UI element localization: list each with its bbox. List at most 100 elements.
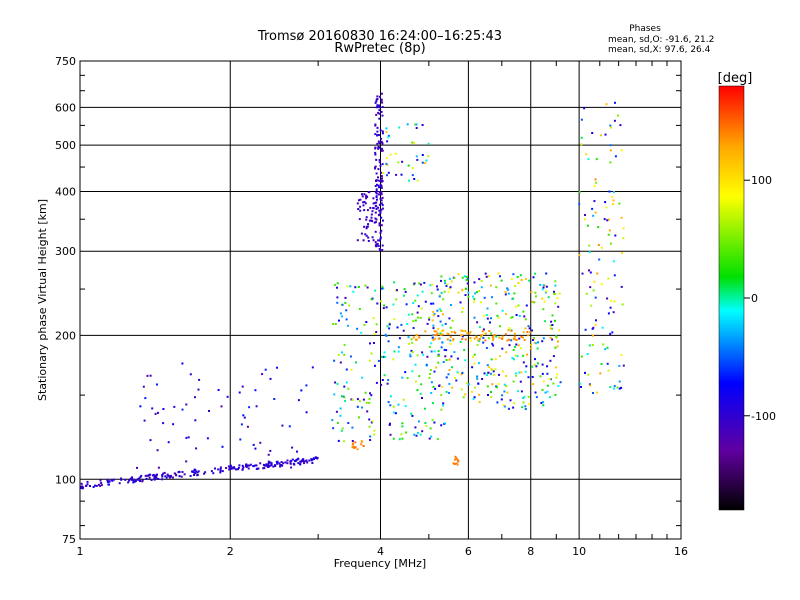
data-point xyxy=(432,302,435,305)
data-point xyxy=(402,294,405,297)
data-point xyxy=(621,252,623,254)
data-point xyxy=(430,292,433,295)
data-point xyxy=(375,113,378,116)
data-point xyxy=(387,379,390,381)
data-point xyxy=(349,285,352,288)
data-point xyxy=(379,231,382,234)
data-point xyxy=(395,173,398,176)
data-point xyxy=(239,438,242,441)
data-point xyxy=(453,277,456,279)
data-point xyxy=(291,446,294,449)
data-point xyxy=(415,123,418,126)
data-point xyxy=(362,445,365,447)
data-point xyxy=(290,466,293,469)
data-point xyxy=(337,439,340,442)
data-point xyxy=(365,218,368,221)
data-point xyxy=(410,412,413,415)
data-point xyxy=(374,101,377,104)
data-point xyxy=(492,344,495,347)
data-point xyxy=(358,416,360,419)
data-point xyxy=(375,192,378,195)
data-point xyxy=(620,354,623,356)
data-point xyxy=(468,332,471,335)
data-point xyxy=(267,465,270,467)
data-point xyxy=(393,318,396,321)
data-point xyxy=(415,127,418,129)
data-point xyxy=(594,323,597,326)
data-point xyxy=(444,422,447,425)
data-point xyxy=(382,172,385,175)
data-point xyxy=(276,366,278,369)
data-point xyxy=(478,337,481,340)
data-point xyxy=(463,348,466,351)
data-point xyxy=(614,155,617,158)
data-point xyxy=(513,335,516,338)
data-point xyxy=(424,330,427,333)
data-point xyxy=(508,344,511,347)
data-point xyxy=(264,464,267,467)
data-point xyxy=(493,374,496,376)
data-point xyxy=(494,368,497,371)
data-point xyxy=(339,414,342,417)
data-point xyxy=(606,297,609,300)
data-point xyxy=(490,358,493,361)
data-point xyxy=(385,306,388,309)
data-point xyxy=(483,296,486,299)
data-point xyxy=(406,123,409,126)
data-point xyxy=(381,106,384,108)
data-point xyxy=(355,361,357,364)
data-point xyxy=(464,275,466,278)
data-point xyxy=(498,373,500,376)
data-point xyxy=(474,386,476,389)
data-point xyxy=(415,338,418,341)
data-point xyxy=(99,479,102,482)
data-point xyxy=(336,282,339,285)
data-point xyxy=(488,366,490,369)
data-point xyxy=(489,284,492,287)
data-point xyxy=(381,204,384,207)
data-point xyxy=(375,323,378,326)
data-point xyxy=(383,374,386,377)
data-point xyxy=(493,334,496,336)
data-point xyxy=(437,328,440,330)
data-point xyxy=(512,380,515,383)
data-point xyxy=(142,385,145,388)
data-point xyxy=(521,336,524,339)
data-point xyxy=(356,405,359,408)
data-point xyxy=(413,433,416,436)
axis-ticks xyxy=(80,61,681,539)
data-point xyxy=(389,404,392,407)
data-point xyxy=(555,336,558,339)
data-point xyxy=(380,193,383,196)
data-point xyxy=(430,350,433,353)
data-point xyxy=(482,341,485,344)
data-point xyxy=(360,331,363,334)
data-point xyxy=(185,436,188,439)
data-point xyxy=(387,134,390,137)
data-point xyxy=(335,410,338,413)
data-point xyxy=(363,193,366,196)
grid-lines xyxy=(80,61,681,539)
data-point xyxy=(380,92,383,95)
data-point xyxy=(381,177,383,180)
data-point xyxy=(192,470,195,473)
data-point xyxy=(255,467,258,470)
data-point xyxy=(545,290,548,293)
data-point xyxy=(148,473,151,476)
data-point xyxy=(472,355,475,358)
data-point xyxy=(358,400,361,403)
data-point xyxy=(500,398,503,401)
data-point xyxy=(514,372,517,375)
data-point xyxy=(520,371,523,374)
data-point xyxy=(432,339,435,341)
data-point xyxy=(464,393,467,396)
data-point xyxy=(466,332,469,335)
data-point xyxy=(512,273,515,276)
data-point xyxy=(523,339,526,341)
data-point xyxy=(432,311,435,313)
data-point xyxy=(382,219,384,222)
data-point xyxy=(487,371,490,374)
data-point xyxy=(484,272,487,275)
data-point xyxy=(429,369,432,372)
data-point xyxy=(401,437,404,440)
